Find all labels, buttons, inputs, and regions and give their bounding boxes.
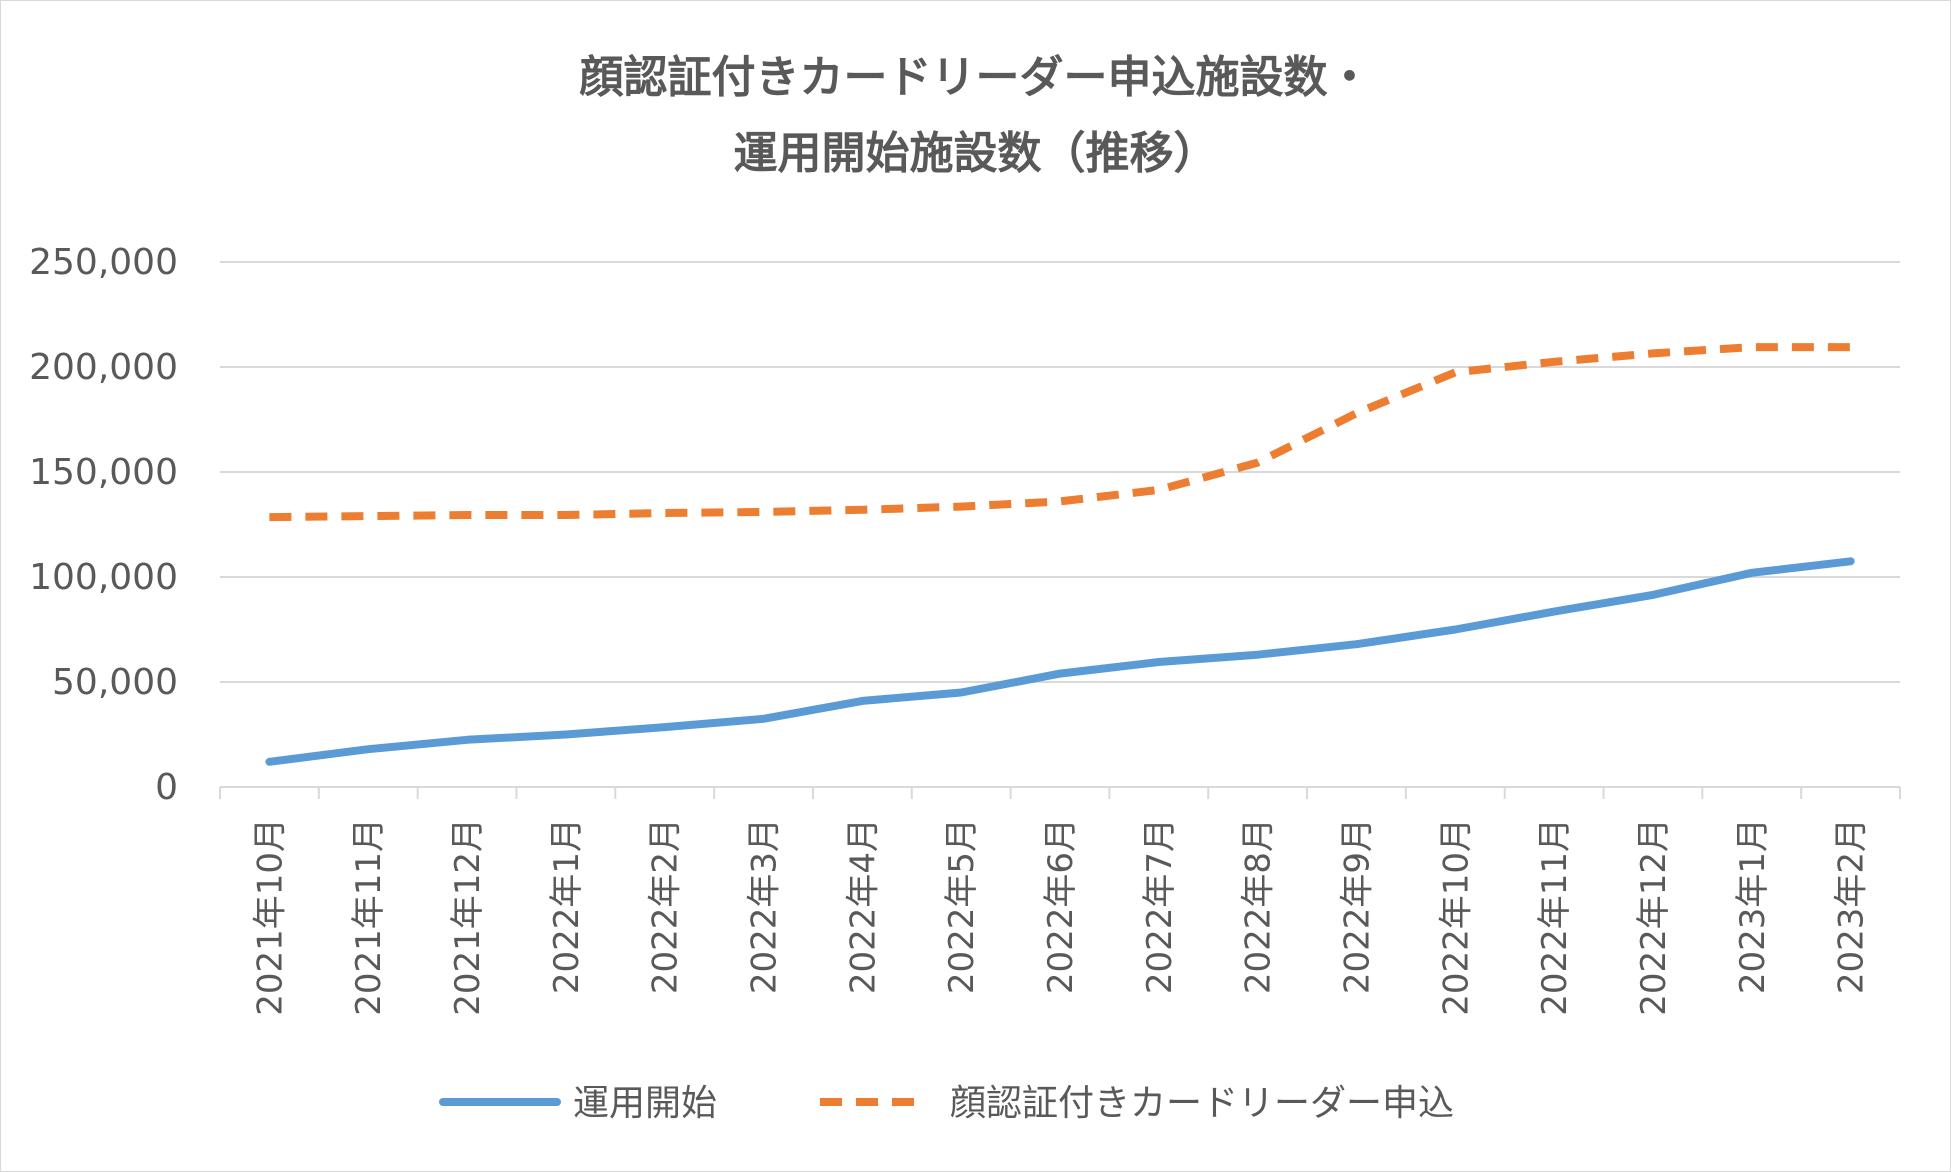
y-tick-label: 0 [155, 767, 178, 808]
legend: 運用開始 顔認証付きカードリーダー申込 [439, 1083, 1454, 1124]
x-tick-label: 2021年10月 [250, 818, 290, 1016]
chart-title: 顔認証付きカードリーダー申込施設数・ 運用開始施設数（推移） [0, 40, 1951, 192]
chart-title-line2: 運用開始施設数（推移） [733, 128, 1218, 179]
x-tick-label: 2022年11月 [1535, 818, 1575, 1016]
x-tick-label: 2023年1月 [1733, 818, 1773, 994]
x-tick-label: 2022年8月 [1239, 818, 1279, 994]
legend-label-2: 顔認証付きカードリーダー申込 [950, 1083, 1454, 1124]
series-line-2 [269, 343, 1851, 522]
x-axis: 2021年10月 2021年11月 2021年12月 2022年1月 2022年2月 20… [219, 786, 1901, 1016]
x-tick-label: 2022年4月 [843, 818, 883, 994]
y-tick-label: 250,000 [29, 242, 178, 283]
y-tick-label: 50,000 [52, 662, 178, 703]
series-lines [265, 343, 1855, 766]
x-tick-label: 2022年7月 [1140, 818, 1180, 994]
x-tick-label: 2022年2月 [646, 818, 686, 994]
x-tick-label: 2021年11月 [349, 818, 389, 1016]
chart-title-line1: 顔認証付きカードリーダー申込施設数・ [579, 52, 1372, 103]
x-tick-label: 2022年12月 [1634, 818, 1674, 1016]
y-tick-label: 100,000 [29, 557, 178, 598]
x-tick-label: 2022年1月 [547, 818, 587, 994]
gridlines [220, 261, 1900, 683]
x-tick-label: 2022年3月 [745, 818, 785, 994]
x-tick-label: 2023年2月 [1832, 818, 1872, 994]
y-tick-label: 150,000 [29, 452, 178, 493]
x-tick-label: 2021年12月 [448, 818, 488, 1016]
legend-label-1: 運用開始 [573, 1083, 717, 1124]
y-axis-ticks: 0 50,000 100,000 150,000 200,000 250,000 [29, 242, 178, 808]
series-line-1 [265, 557, 1855, 766]
x-tick-label: 2022年10月 [1436, 818, 1476, 1016]
x-tick-label: 2022年6月 [1041, 818, 1081, 994]
x-tick-label: 2022年9月 [1337, 818, 1377, 994]
x-tick-label: 2022年5月 [942, 818, 982, 994]
y-tick-label: 200,000 [29, 347, 178, 388]
